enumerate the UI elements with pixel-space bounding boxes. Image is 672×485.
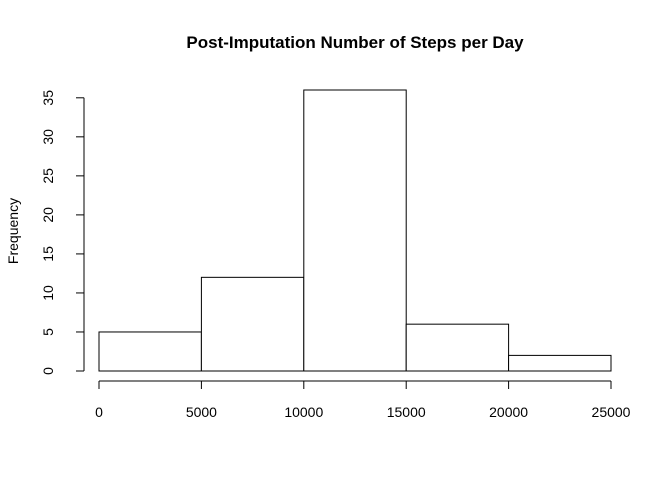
y-tick-label: 25 [40,168,56,184]
y-tick-label: 15 [40,246,56,262]
histogram-bar-3 [405,323,510,372]
y-tick-label: 10 [40,285,56,301]
y-tick-label: 35 [40,90,56,106]
y-tick-label: 20 [40,207,56,223]
x-tick-label: 15000 [387,404,426,420]
y-tick-label: 5 [40,328,56,336]
y-axis-label: Frequency [5,198,21,264]
histogram-bar-1 [200,276,305,372]
bars-group [98,89,612,372]
x-tick-label: 10000 [284,404,323,420]
x-tick-label: 0 [95,404,103,420]
x-tick-label: 20000 [489,404,528,420]
histogram-bar-0 [98,331,202,372]
y-tick-label: 0 [40,367,56,375]
histogram-bar-4 [508,354,612,372]
chart-title: Post-Imputation Number of Steps per Day [186,33,524,52]
histogram-bar-2 [303,89,407,372]
y-axis: 0 5 10 15 20 25 30 35 [40,90,85,375]
y-tick-label: 30 [40,129,56,145]
x-tick-label: 25000 [592,404,631,420]
x-axis: 0 5000 10000 15000 20000 25000 [95,380,631,420]
x-tick-label: 5000 [186,404,217,420]
